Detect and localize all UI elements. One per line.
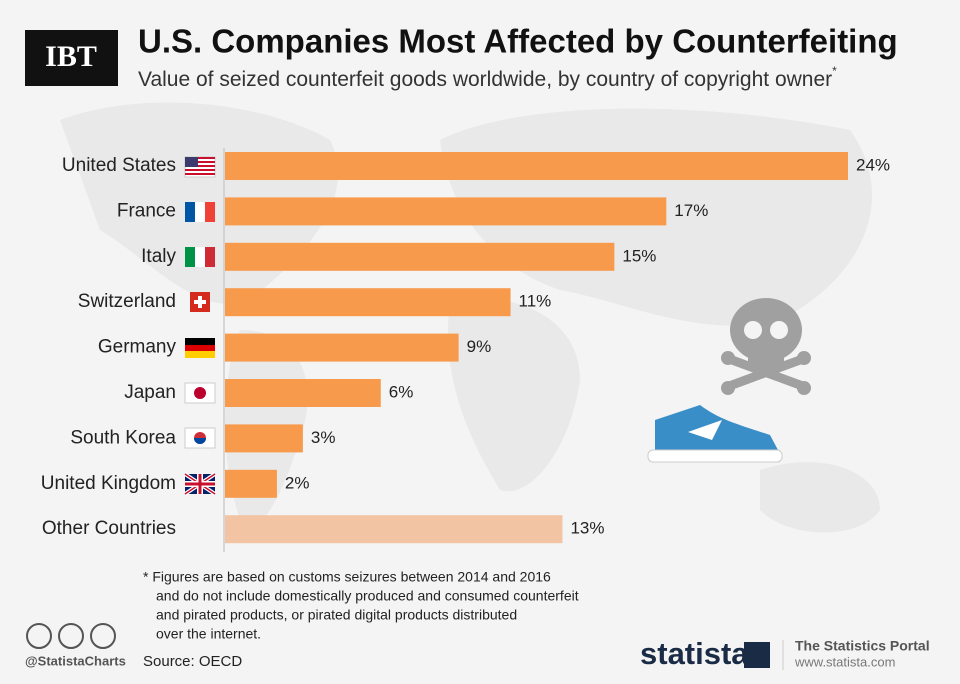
value-label: 13% — [570, 519, 604, 538]
flag-it — [185, 247, 215, 267]
category-label: South Korea — [70, 427, 176, 448]
footnote-line: and do not include domestically produced… — [156, 588, 579, 604]
brand-icon — [744, 642, 770, 668]
flag-uk — [183, 472, 217, 496]
brand: statista — [640, 636, 749, 671]
value-label: 2% — [285, 473, 310, 492]
shoe-icon — [647, 405, 783, 463]
credit: @StatistaCharts — [25, 653, 126, 668]
flag-ch — [190, 292, 210, 312]
value-label: 3% — [311, 428, 336, 447]
bar — [225, 379, 381, 407]
tagline: The Statistics Portal — [795, 638, 930, 654]
category-label: Italy — [141, 246, 176, 267]
bar — [225, 515, 563, 544]
footnote-line: and pirated products, or pirated digital… — [156, 607, 517, 623]
value-label: 9% — [467, 337, 492, 356]
footnote: * Figures are based on customs seizures … — [143, 569, 579, 642]
flag-de — [185, 338, 215, 358]
footnote-marker: * — [832, 64, 837, 78]
source: Source: OECD — [143, 653, 242, 670]
flag-us — [184, 156, 216, 178]
value-label: 15% — [622, 246, 656, 265]
bar — [225, 424, 303, 453]
value-label: 17% — [674, 201, 708, 220]
value-label: 24% — [856, 155, 890, 174]
flag-jp — [184, 382, 216, 404]
bar — [225, 288, 511, 317]
category-label: Germany — [98, 337, 177, 358]
logo-box — [25, 30, 118, 86]
skull-icon — [721, 298, 811, 395]
bar — [225, 197, 667, 226]
category-label: Other Countries — [42, 518, 176, 539]
flag-fr — [185, 202, 215, 222]
footnote-line: over the internet. — [156, 626, 261, 642]
website: www.statista.com — [794, 654, 895, 669]
flag-kr — [184, 427, 216, 449]
bar — [225, 469, 277, 498]
category-label: United Kingdom — [41, 473, 176, 494]
bar — [225, 242, 615, 271]
bar — [225, 333, 459, 362]
category-label: Japan — [124, 382, 176, 403]
cc-icons — [26, 623, 116, 649]
chart-subtitle: Value of seized counterfeit goods worldw… — [138, 64, 837, 90]
logo: IBT — [45, 40, 97, 73]
flags — [183, 156, 217, 496]
value-label: 11% — [519, 292, 552, 311]
value-label: 6% — [389, 382, 414, 401]
footnote-line: * Figures are based on customs seizures … — [143, 569, 551, 585]
category-label: France — [117, 200, 176, 221]
chart-title: U.S. Companies Most Affected by Counterf… — [138, 23, 898, 60]
category-label: Switzerland — [78, 291, 176, 312]
category-label: United States — [62, 155, 176, 176]
bar — [225, 152, 848, 180]
subtitle-text: Value of seized counterfeit goods worldw… — [138, 68, 832, 91]
